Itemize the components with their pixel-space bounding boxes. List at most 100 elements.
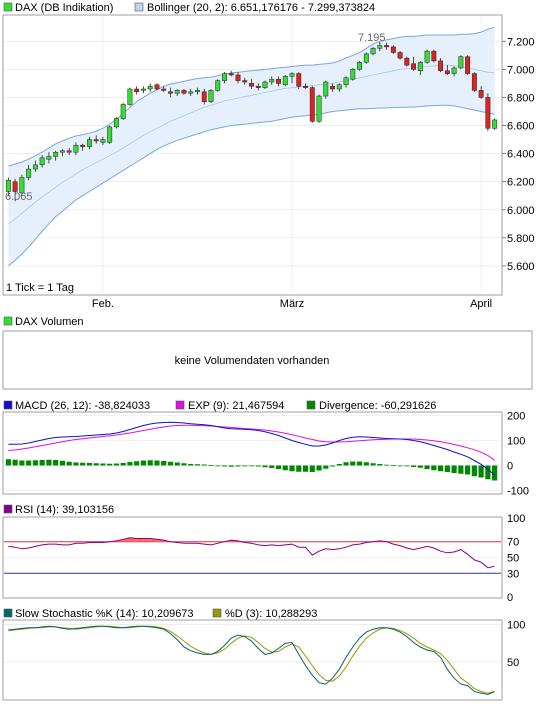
- candle-down: [181, 90, 187, 94]
- candle-down: [431, 50, 437, 62]
- macd-y-tick-label: 100: [507, 436, 525, 448]
- candle-down: [276, 78, 281, 84]
- divergence-bar: [377, 464, 383, 466]
- stochastic-panel: Slow Stochastic %K (14): 10,209673 %D (3…: [2, 608, 525, 701]
- divergence-bar: [309, 465, 315, 472]
- rsi-lines: [8, 537, 495, 569]
- rsi-legend-label: RSI (14): 39,103156: [15, 504, 114, 516]
- stoch-y-axis: 50 100: [507, 620, 525, 669]
- divergence-bar: [181, 463, 187, 466]
- candle-up: [100, 139, 106, 143]
- macd-panel: MACD (26, 12): -38,824033 EXP (9): 21,46…: [2, 400, 529, 498]
- divergence-bar: [356, 461, 363, 466]
- divergence-bar: [147, 460, 153, 466]
- divergence-bar: [343, 462, 349, 466]
- divergence-bar: [12, 459, 18, 466]
- candlestick-series: [5, 41, 498, 202]
- candle-down: [471, 73, 477, 91]
- bollinger-legend-swatch: [134, 2, 144, 12]
- stoch-grid: [4, 624, 501, 663]
- divergence-bar: [444, 465, 450, 472]
- candle-down: [404, 57, 410, 66]
- candle-up: [26, 168, 32, 178]
- divergence-bar: [383, 464, 390, 466]
- divergence-bar: [471, 465, 477, 477]
- rsi-y-axis: 0 30 50 70 100: [507, 513, 525, 604]
- divergence-bar: [161, 461, 167, 466]
- candle-down: [478, 90, 484, 98]
- rsi-overbought-area: [123, 537, 130, 542]
- candle-down: [390, 46, 396, 53]
- price-y-tick-label: 5.600: [507, 261, 535, 273]
- divergence-bar: [32, 460, 38, 466]
- candle-up: [59, 150, 65, 153]
- divergence-bar: [188, 464, 194, 466]
- rsi-y-tick-label: 0: [507, 592, 513, 604]
- candle-down: [485, 97, 491, 129]
- divergence-bar: [478, 465, 484, 478]
- rsi-legend-swatch: [3, 504, 13, 514]
- divergence-bar: [417, 465, 423, 468]
- macd-plot-frame: [2, 411, 503, 495]
- divergence-bar: [296, 465, 302, 472]
- macd-y-tick-label: -100: [507, 486, 529, 498]
- high-annotation: 7.195: [358, 32, 386, 44]
- bollinger-legend-label: Bollinger (20, 2): 6.651,176176 - 7.299,…: [147, 2, 375, 14]
- macd-y-tick-label: 200: [507, 411, 525, 423]
- candle-up: [262, 81, 268, 88]
- divergence-bar: [492, 465, 498, 481]
- candle-up: [370, 48, 376, 55]
- divergence-bar: [46, 459, 52, 466]
- candle-up: [73, 144, 79, 153]
- divergence-bar: [215, 465, 221, 467]
- candle-down: [303, 85, 308, 88]
- rsi-y-tick-label: 50: [507, 553, 519, 565]
- divergence-bar: [329, 465, 336, 467]
- exp-line: [8, 424, 495, 461]
- candle-down: [296, 73, 302, 87]
- candle-up: [195, 90, 200, 93]
- candle-down: [397, 52, 403, 59]
- candle-down: [228, 73, 234, 76]
- rsi-y-tick-label: 100: [507, 513, 525, 525]
- divergence-bar: [39, 460, 45, 466]
- divergence-bar: [107, 463, 113, 466]
- volume-empty-message: keine Volumendaten vorhanden: [175, 355, 330, 367]
- divergence-bar: [113, 463, 120, 466]
- divergence-bar: [289, 465, 295, 472]
- rsi-grid: [4, 541, 501, 574]
- exp-legend-swatch: [175, 400, 185, 410]
- divergence-bar: [235, 465, 241, 467]
- candle-up: [140, 88, 146, 91]
- divergence-bar: [431, 465, 437, 471]
- candle-up: [107, 126, 113, 143]
- bollinger-band-fill: [8, 27, 495, 266]
- divergence-bar: [248, 465, 255, 467]
- rsi-y-tick-label: 30: [507, 568, 519, 580]
- candle-up: [86, 139, 92, 147]
- divergence-bar: [93, 463, 99, 466]
- candle-down: [235, 74, 241, 81]
- candle-up: [336, 84, 342, 90]
- candle-up: [113, 118, 119, 128]
- divergence-bar: [134, 461, 140, 466]
- stoch-lines: [8, 625, 495, 696]
- divergence-bar: [275, 465, 282, 469]
- candle-down: [309, 87, 315, 122]
- price-y-tick-label: 5.800: [507, 233, 535, 245]
- divergence-bar: [19, 460, 25, 466]
- candle-down: [330, 85, 335, 90]
- low-annotation: 6.065: [5, 191, 33, 203]
- candle-up: [350, 69, 356, 80]
- candle-up: [188, 91, 194, 94]
- divergence-bar: [86, 463, 93, 466]
- dax-legend-swatch: [3, 2, 13, 12]
- divergence-bar: [221, 465, 228, 467]
- price-panel: DAX (DB Indikation) Bollinger (20, 2): 6…: [0, 0, 545, 310]
- candle-down: [80, 144, 86, 147]
- stoch-plot-frame: [2, 619, 503, 701]
- divergence-bar: [336, 464, 342, 466]
- price-x-tick-label: Feb.: [92, 298, 114, 310]
- divergence-bar: [282, 465, 288, 471]
